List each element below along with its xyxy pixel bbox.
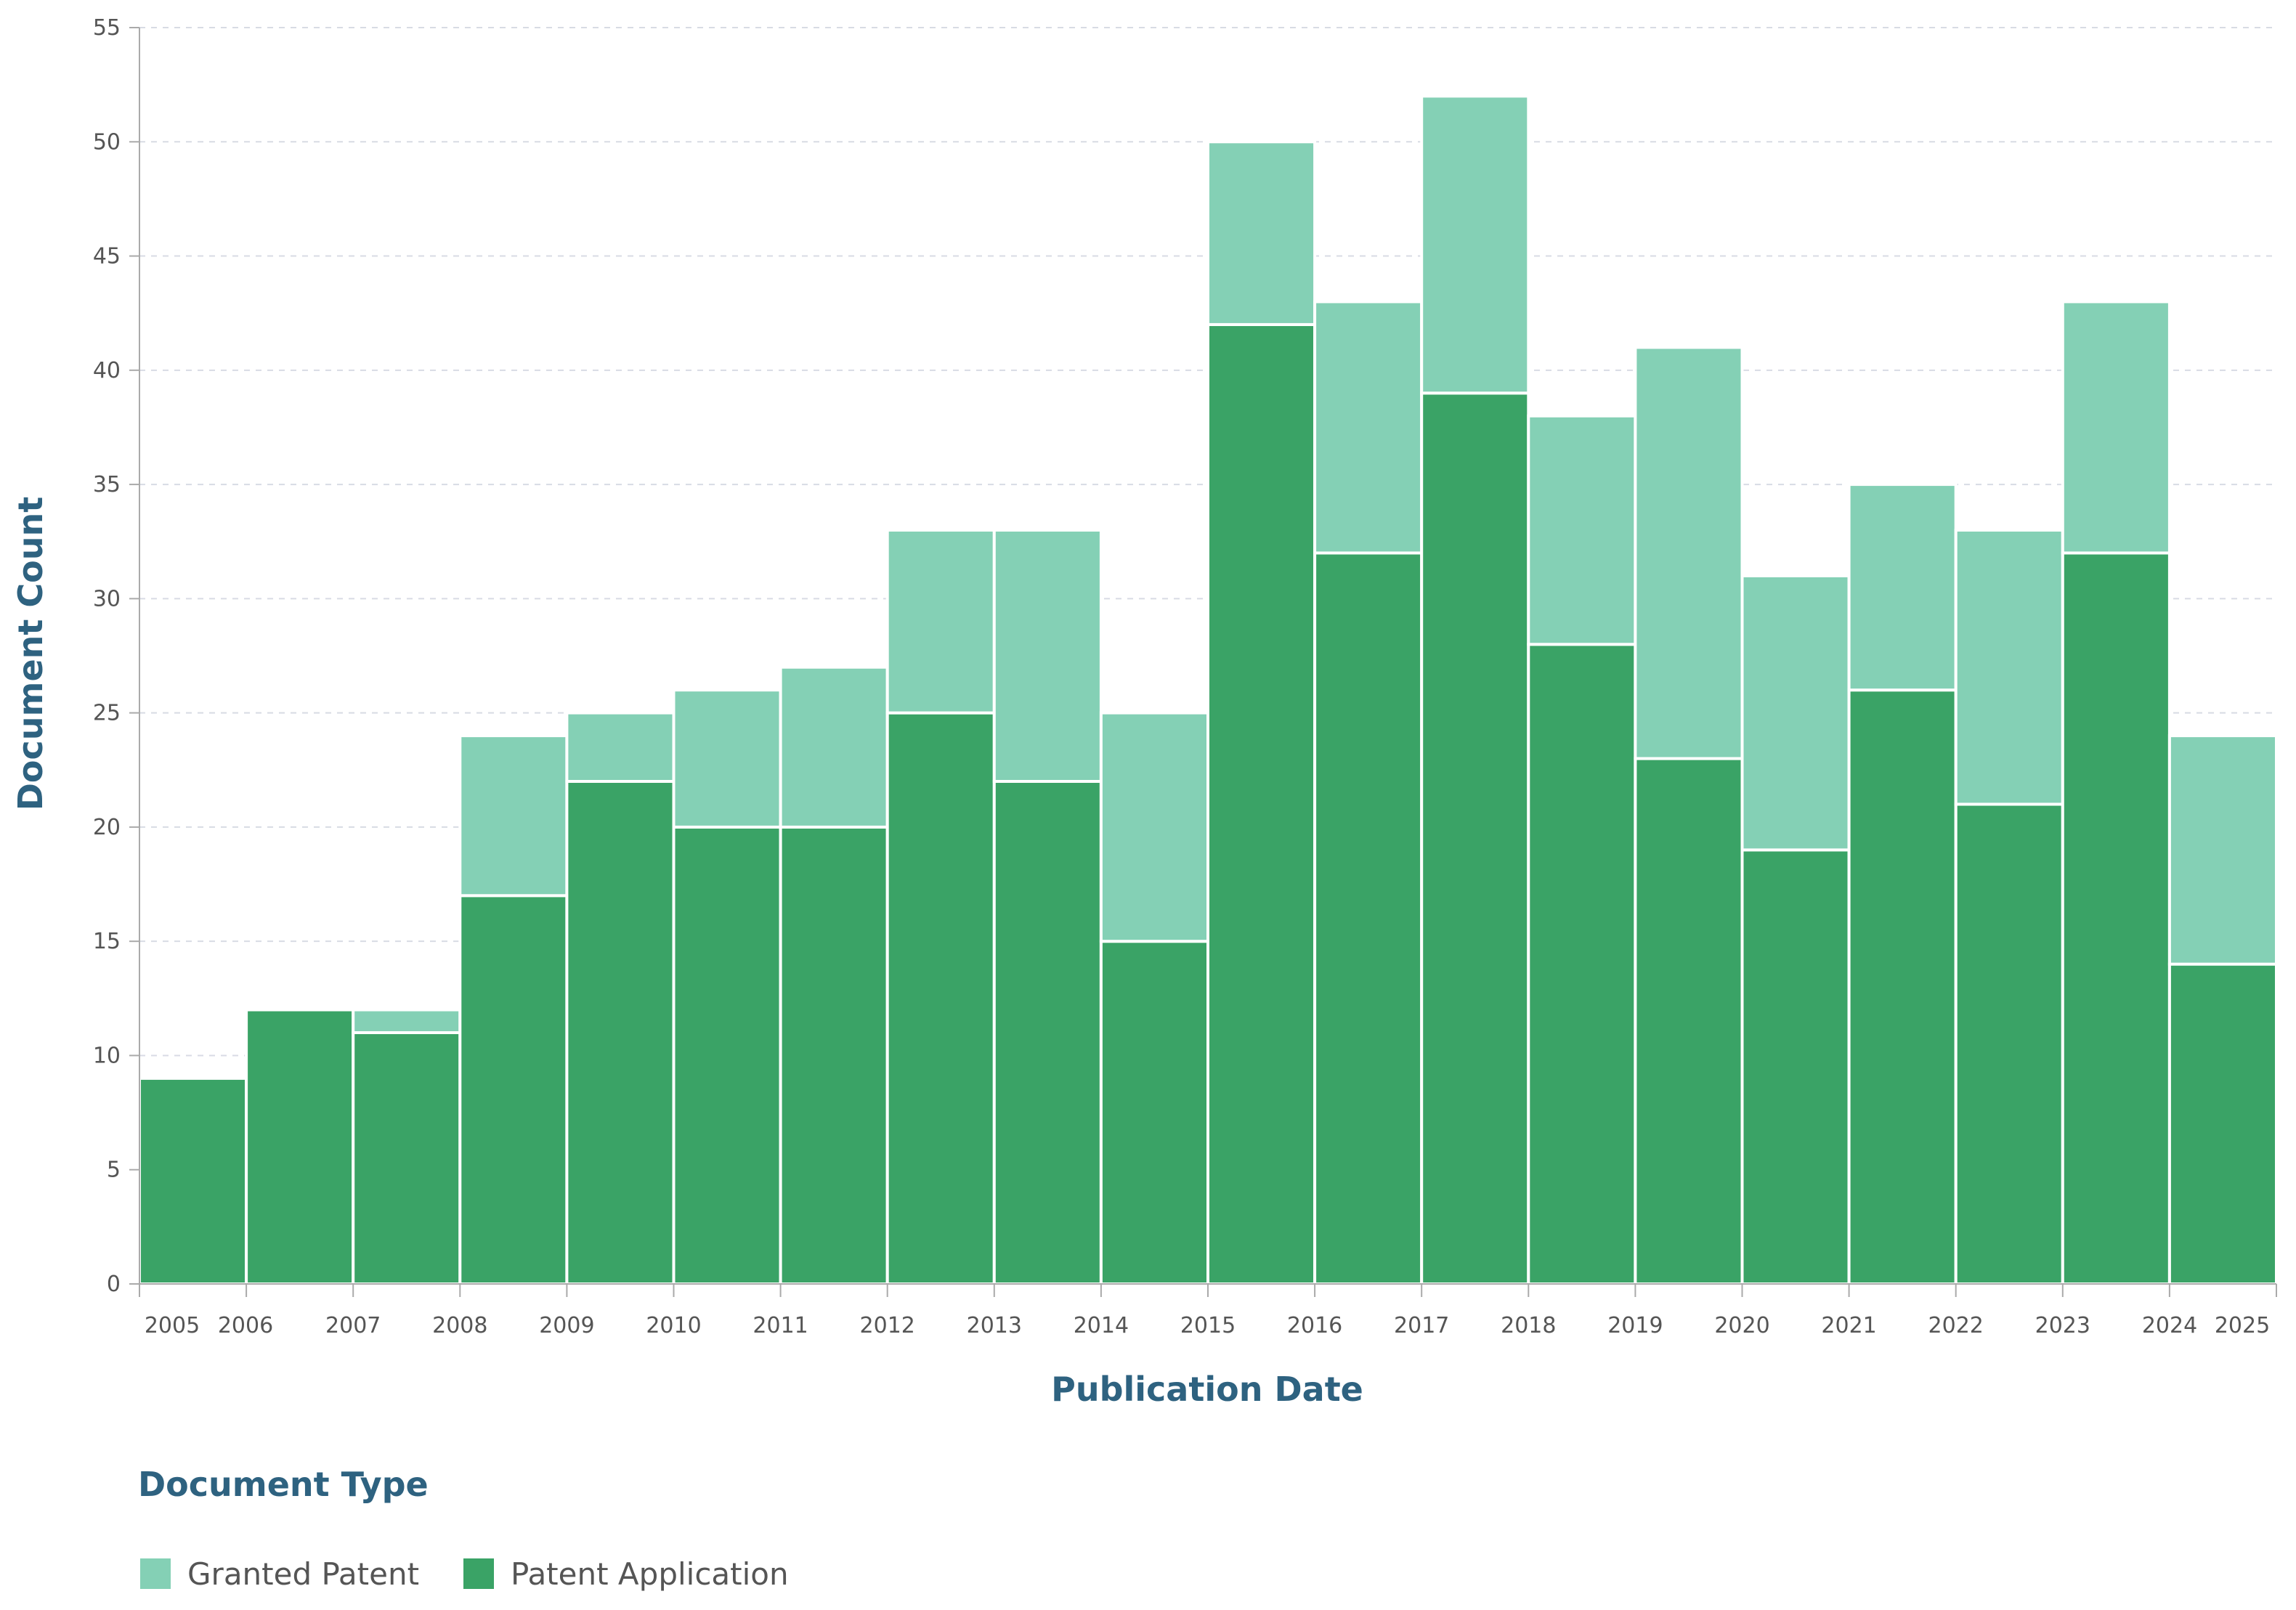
- bar-granted-patent: [2167, 734, 2278, 966]
- x-tick-label: 2006: [218, 1313, 273, 1338]
- x-tick-label: 2016: [1287, 1313, 1342, 1338]
- bar-patent-application: [1420, 391, 1530, 1285]
- bar-granted-patent: [565, 711, 676, 783]
- bar-granted-patent: [1420, 94, 1530, 395]
- bar-patent-application: [672, 825, 782, 1285]
- bar-patent-application: [2167, 962, 2278, 1285]
- bar-patent-application: [1313, 551, 1424, 1285]
- y-tick-label: 30: [93, 586, 121, 611]
- bar-patent-application: [458, 894, 569, 1285]
- y-tick-label: 45: [93, 244, 121, 269]
- bar-granted-patent: [1313, 300, 1424, 555]
- y-tick-label: 50: [93, 129, 121, 155]
- y-tick-label: 35: [93, 472, 121, 497]
- bar-granted-patent: [1206, 140, 1317, 326]
- x-tick-label: 2020: [1714, 1313, 1769, 1338]
- bar-granted-patent: [1954, 529, 2064, 806]
- y-tick-label: 0: [107, 1272, 121, 1297]
- bar-patent-application: [1740, 848, 1851, 1285]
- x-tick-label: 2022: [1928, 1313, 1984, 1338]
- y-tick-label: 5: [107, 1158, 121, 1183]
- x-tick-label: 2023: [2035, 1313, 2090, 1338]
- x-tick-label: 2010: [646, 1313, 701, 1338]
- x-tick-label: 2009: [539, 1313, 594, 1338]
- x-tick-label: 2005: [145, 1313, 200, 1338]
- legend-swatch-patent-application: [463, 1558, 494, 1589]
- x-tick-label: 2014: [1074, 1313, 1129, 1338]
- bar-granted-patent: [672, 688, 782, 829]
- bars: [138, 94, 2278, 1286]
- bar-patent-application: [992, 780, 1103, 1285]
- y-tick-label: 20: [93, 815, 121, 840]
- bar-granted-patent: [458, 734, 569, 898]
- legend-label-granted-patent: Granted Patent: [187, 1556, 419, 1592]
- bar-granted-patent: [1634, 346, 1744, 760]
- x-tick-label: 2012: [860, 1313, 915, 1338]
- legend-swatch-granted-patent: [140, 1558, 171, 1589]
- bar-granted-patent: [1099, 711, 1210, 943]
- bar-patent-application: [1847, 688, 1958, 1285]
- bar-patent-application: [1099, 940, 1210, 1285]
- bar-patent-application: [1634, 757, 1744, 1285]
- y-tick-label: 55: [93, 15, 121, 41]
- x-tick-label: 2025: [2215, 1313, 2270, 1338]
- bar-granted-patent: [2061, 300, 2171, 555]
- x-tick-label: 2019: [1607, 1313, 1663, 1338]
- bar-patent-application: [779, 825, 889, 1285]
- bar-patent-application: [352, 1031, 462, 1285]
- bar-patent-application: [1527, 643, 1637, 1285]
- bar-granted-patent: [885, 529, 996, 715]
- y-axis-title: Document Count: [11, 497, 50, 811]
- x-tick-label: 2008: [432, 1313, 487, 1338]
- x-tick-label: 2017: [1394, 1313, 1449, 1338]
- bar-granted-patent: [352, 1008, 462, 1034]
- bar-granted-patent: [992, 529, 1103, 783]
- bar-granted-patent: [1847, 483, 1958, 692]
- x-tick-labels: 2005 2006 2007 2008 2009 2010 2011 2012 2013 2014…: [145, 1313, 2270, 1338]
- bar-patent-application: [565, 780, 676, 1285]
- legend-label-patent-application: Patent Application: [511, 1556, 789, 1592]
- x-tick-label: 2021: [1821, 1313, 1876, 1338]
- bar-patent-application: [138, 1076, 248, 1285]
- x-tick-label: 2024: [2142, 1313, 2197, 1338]
- bar-granted-patent: [779, 665, 889, 829]
- y-tick-labels: 0 5 10 15 20 25 30 35 40 45 50 55: [93, 15, 121, 1297]
- x-tick-label: 2015: [1180, 1313, 1236, 1338]
- x-tick-label: 2011: [753, 1313, 808, 1338]
- bar-patent-application: [1206, 322, 1317, 1286]
- y-tick-label: 40: [93, 358, 121, 383]
- x-axis-title: Publication Date: [1051, 1370, 1363, 1409]
- bar-patent-application: [885, 711, 996, 1285]
- bar-granted-patent: [1740, 574, 1851, 852]
- bar-patent-application: [2061, 551, 2171, 1285]
- y-tick-label: 10: [93, 1043, 121, 1068]
- x-tick-label: 2013: [967, 1313, 1022, 1338]
- y-tick-label: 15: [93, 929, 121, 954]
- y-tick-label: 25: [93, 701, 121, 726]
- legend-title: Document Type: [138, 1465, 429, 1504]
- axes: [129, 27, 2277, 1297]
- x-tick-label: 2018: [1501, 1313, 1556, 1338]
- bar-patent-application: [1954, 802, 2064, 1286]
- bar-patent-application: [245, 1008, 355, 1285]
- x-tick-label: 2007: [325, 1313, 381, 1338]
- legend: Document Type Granted Patent Patent Appl…: [138, 1465, 789, 1592]
- bar-granted-patent: [1527, 414, 1637, 646]
